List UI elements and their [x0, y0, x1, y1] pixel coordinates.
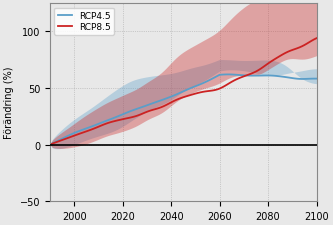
Y-axis label: Förändring (%): Förändring (%) [4, 67, 14, 139]
RCP4.5 [109, 118, 113, 121]
RCP4.5 [116, 115, 120, 118]
RCP8.5 [109, 121, 113, 124]
RCP4.5 [227, 74, 231, 76]
RCP8.5 [116, 119, 120, 122]
RCP4.5 [171, 95, 175, 98]
RCP4.5 [48, 144, 52, 146]
RCP8.5 [203, 91, 207, 93]
RCP8.5 [305, 43, 309, 46]
Legend: RCP4.5, RCP8.5: RCP4.5, RCP8.5 [55, 9, 114, 36]
RCP4.5 [203, 81, 207, 84]
RCP4.5 [147, 104, 151, 106]
RCP8.5 [315, 38, 319, 40]
RCP8.5 [171, 100, 175, 103]
RCP4.5 [307, 78, 311, 81]
Line: RCP8.5: RCP8.5 [50, 39, 317, 145]
RCP8.5 [48, 144, 52, 146]
Line: RCP4.5: RCP4.5 [50, 75, 317, 145]
RCP8.5 [147, 110, 151, 113]
RCP4.5 [315, 78, 319, 81]
